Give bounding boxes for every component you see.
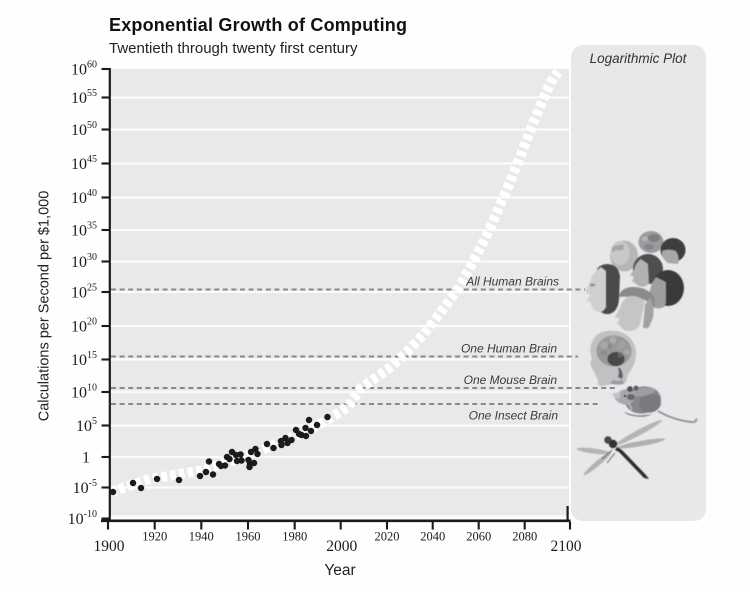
svg-text:2080: 2080 (512, 530, 537, 544)
svg-text:2060: 2060 (466, 530, 491, 544)
svg-text:Exponential Growth of Computin: Exponential Growth of Computing (109, 15, 407, 35)
svg-text:2000: 2000 (326, 538, 357, 555)
svg-text:Logarithmic Plot: Logarithmic Plot (590, 51, 688, 66)
svg-text:105: 105 (76, 416, 97, 435)
svg-text:1960: 1960 (236, 530, 261, 544)
svg-text:One Mouse Brain: One Mouse Brain (464, 373, 558, 387)
svg-text:1940: 1940 (189, 530, 214, 544)
svg-text:2040: 2040 (420, 530, 445, 544)
svg-text:2100: 2100 (551, 538, 582, 555)
svg-text:One Insect Brain: One Insect Brain (469, 409, 559, 423)
svg-text:Year: Year (324, 562, 355, 579)
svg-text:2020: 2020 (375, 530, 400, 544)
svg-text:Twentieth through twenty first: Twentieth through twenty first century (109, 40, 358, 57)
svg-text:1900: 1900 (94, 538, 125, 555)
svg-text:One Human Brain: One Human Brain (461, 342, 557, 356)
svg-text:1: 1 (82, 450, 90, 467)
svg-text:1980: 1980 (282, 530, 307, 544)
svg-text:1920: 1920 (142, 530, 167, 544)
svg-text:All Human Brains: All Human Brains (465, 275, 559, 289)
svg-text:Calculations per Second per $1: Calculations per Second per $1,000 (37, 191, 53, 422)
